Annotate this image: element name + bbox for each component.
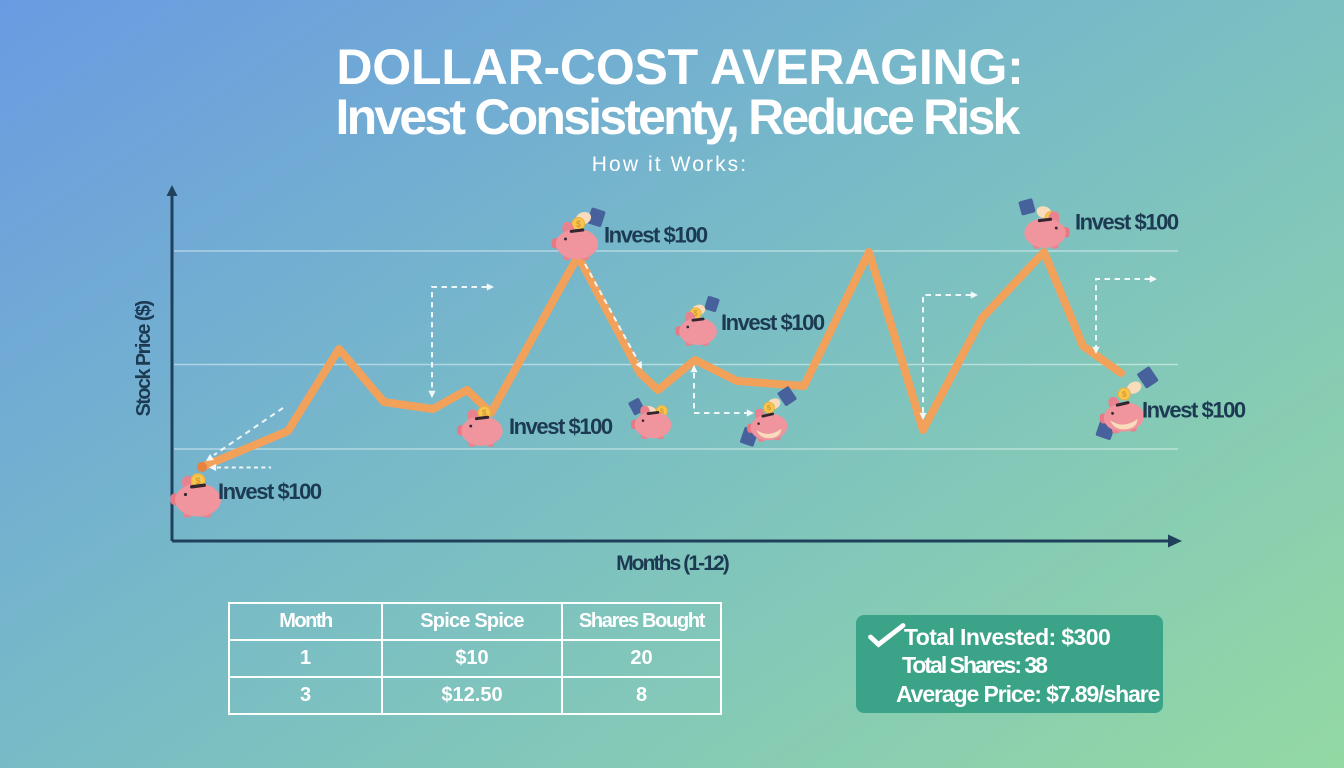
svg-text:Invest $100: Invest $100 [604, 223, 708, 248]
svg-text:Invest $100: Invest $100 [1075, 210, 1179, 235]
svg-text:Invest $100: Invest $100 [1142, 398, 1246, 423]
svg-text:Invest $100: Invest $100 [721, 310, 825, 335]
svg-text:Months (1-12): Months (1-12) [616, 552, 729, 575]
svg-text:Invest $100: Invest $100 [218, 479, 322, 504]
svg-text:Stock Price ($): Stock Price ($) [133, 301, 155, 417]
svg-text:Invest $100: Invest $100 [509, 414, 613, 439]
